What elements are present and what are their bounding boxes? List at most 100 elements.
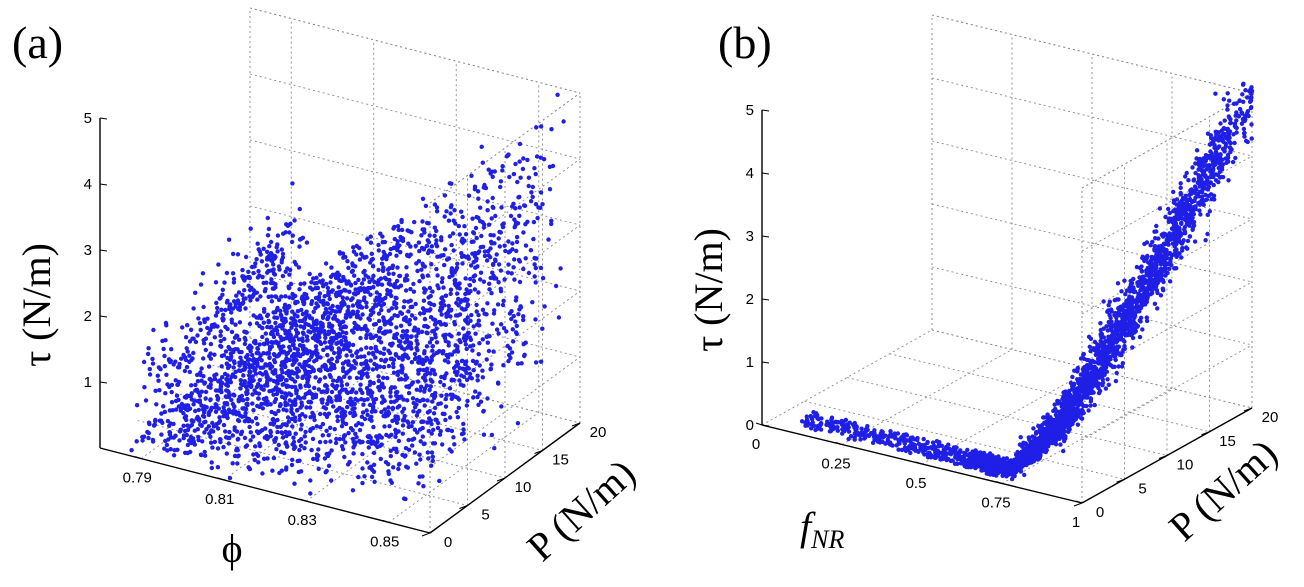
a-data-point	[238, 386, 243, 391]
a-data-point	[259, 358, 264, 363]
a-data-point	[547, 187, 553, 192]
a-data-point	[252, 388, 257, 393]
a-data-point	[283, 467, 289, 472]
a-data-point	[319, 389, 324, 395]
a-x-tick-label: 0.81	[205, 491, 234, 508]
a-data-point	[274, 325, 279, 330]
a-data-point	[207, 376, 212, 382]
a-data-point	[297, 362, 302, 367]
a-data-point	[371, 380, 376, 386]
a-y-tick-label: 5	[481, 507, 489, 524]
b-data-point	[1154, 223, 1159, 229]
a-data-point	[386, 271, 391, 276]
a-data-point	[243, 365, 248, 370]
a-data-point	[421, 286, 427, 291]
a-x-tick-label: 0.83	[288, 512, 317, 529]
a-data-point	[480, 160, 485, 165]
a-data-point	[261, 351, 266, 356]
a-data-point	[157, 418, 163, 423]
a-data-point	[409, 334, 414, 339]
a-data-point	[238, 431, 244, 437]
a-data-point	[303, 414, 308, 419]
a-data-point	[256, 351, 261, 356]
a-data-point	[388, 478, 393, 483]
a-data-point	[251, 288, 256, 293]
b-data-point	[1178, 181, 1183, 186]
a-data-point	[442, 214, 447, 219]
a-data-point	[271, 267, 276, 272]
a-data-point	[493, 213, 498, 219]
a-data-point	[242, 435, 248, 441]
a-data-point	[508, 355, 513, 361]
a-data-point	[463, 276, 468, 281]
a-data-point	[396, 227, 401, 233]
a-y-tick-label: 0	[444, 534, 452, 551]
a-data-point	[417, 356, 422, 361]
a-data-point	[278, 323, 284, 328]
a-data-point	[420, 434, 425, 439]
a-data-point	[344, 296, 350, 301]
a-data-point	[233, 322, 238, 327]
b-data-point	[1114, 370, 1119, 376]
a-data-point	[337, 354, 342, 359]
a-data-point	[456, 223, 461, 229]
a-data-point	[455, 415, 461, 420]
b-data-point	[1119, 289, 1124, 294]
a-data-point	[279, 313, 284, 318]
b-data-point	[1166, 206, 1171, 212]
a-data-point	[410, 396, 416, 401]
a-data-point	[355, 349, 360, 354]
a-data-point	[538, 265, 544, 271]
a-data-point	[437, 478, 442, 484]
a-data-point	[233, 347, 238, 352]
a-data-point	[198, 372, 203, 378]
a-data-point	[400, 409, 405, 414]
a-data-point	[256, 247, 261, 252]
b-data-point	[921, 436, 926, 442]
a-data-point	[371, 469, 377, 474]
a-data-point	[417, 427, 423, 432]
a-data-point	[181, 352, 186, 358]
a-data-point	[530, 300, 535, 305]
a-data-point	[233, 374, 238, 380]
a-data-point	[208, 356, 213, 361]
a-data-point	[187, 339, 193, 344]
a-data-point	[482, 182, 487, 188]
a-data-point	[230, 401, 236, 407]
a-data-point	[457, 286, 462, 291]
a-data-point	[328, 396, 333, 401]
a-data-point	[287, 295, 292, 300]
a-data-point	[412, 427, 418, 432]
a-data-point	[208, 385, 213, 390]
a-data-point	[189, 397, 194, 402]
a-grid-floor-x	[305, 390, 457, 502]
a-data-point	[329, 389, 335, 395]
a-data-point	[396, 429, 401, 434]
a-data-point	[355, 355, 360, 360]
a-data-point	[237, 320, 243, 325]
a-data-point	[442, 303, 447, 308]
a-data-point	[220, 287, 225, 292]
a-data-point	[143, 398, 149, 403]
a-data-point	[181, 411, 186, 416]
a-data-point	[163, 391, 168, 396]
a-data-point	[406, 309, 411, 314]
a-data-point	[253, 366, 258, 372]
a-data-point	[418, 388, 423, 393]
b-data-point	[1103, 386, 1109, 391]
a-data-point	[423, 372, 428, 377]
a-data-point	[377, 443, 383, 448]
a-data-point	[252, 457, 257, 463]
a-data-point	[317, 291, 323, 296]
a-data-point	[375, 280, 380, 286]
a-data-point	[353, 287, 358, 292]
a-data-point	[460, 261, 465, 266]
a-data-point	[350, 428, 355, 433]
a-data-point	[213, 313, 219, 318]
a-data-point	[227, 306, 232, 312]
a-data-point	[418, 384, 424, 389]
a-data-point	[353, 423, 359, 428]
a-data-point	[265, 402, 270, 407]
a-data-point	[394, 253, 399, 258]
